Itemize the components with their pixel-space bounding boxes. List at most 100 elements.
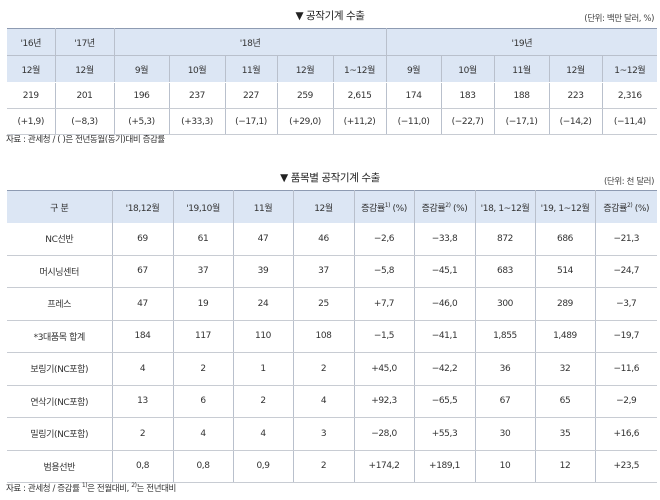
change-row: (+1,9) (−8,3) (+5,3) (+33,3) (−17,1) (+29,0)(… xyxy=(7,108,658,135)
table-cell: (+33,3) xyxy=(168,108,225,135)
header-category: 구 분 xyxy=(7,190,112,223)
table-cell: −24,7 xyxy=(594,255,657,288)
table-cell: 223 xyxy=(548,82,603,109)
table-cell: 514 xyxy=(534,255,595,288)
header-change-yoy: 증감률2) (%) xyxy=(413,190,475,223)
table-cell: 37 xyxy=(172,255,233,288)
month-header: 9월 xyxy=(113,55,169,83)
table-cell: −19,7 xyxy=(594,320,657,353)
month-header: 12월 xyxy=(548,55,603,83)
table-cell: (+11,2) xyxy=(332,108,387,135)
table-cell: 196 xyxy=(113,82,169,109)
table-cell: +23,5 xyxy=(594,450,657,483)
table-cell: −5,8 xyxy=(353,255,414,288)
table-row: 프레스 47 19 24 25 +7,7 −46,0 300 289 −3,7 xyxy=(7,287,657,321)
table-cell: −1,5 xyxy=(353,320,414,353)
table-cell: 47 xyxy=(232,223,293,256)
table-row: *3대품목 합계 184 117 110 108 −1,5 −41,1 1,855 1,489−… xyxy=(7,320,657,353)
table-cell: 184 xyxy=(111,320,173,353)
table-row: 보링기(NC포함) 4 2 1 2 +45,0 −42,2 36 32 −11,6 xyxy=(7,352,657,386)
table-cell: −41,1 xyxy=(413,320,475,353)
table-cell: 872 xyxy=(474,223,535,256)
table-cell: 2 xyxy=(111,417,173,451)
table-cell: 259 xyxy=(276,82,333,109)
table-cell: 46 xyxy=(292,223,354,256)
table-cell: 6 xyxy=(172,385,233,418)
month-header: 10월 xyxy=(168,55,225,83)
table-cell: 300 xyxy=(474,287,535,321)
header-cell: '19,10월 xyxy=(172,190,233,223)
table1-note: 자료 : 관세청 / ( )은 전년동월(동기)대비 증감률 xyxy=(6,135,165,145)
month-header: 1~12월 xyxy=(601,55,658,83)
table-cell: 1,855 xyxy=(474,320,535,353)
table-cell: +45,0 xyxy=(353,352,414,386)
table-cell: 1 xyxy=(232,352,293,386)
month-header: 11월 xyxy=(493,55,550,83)
header-cell: 11월 xyxy=(232,190,293,223)
table2-unit: (단위: 천 달러) xyxy=(603,177,654,187)
table-row: 밀링기(NC포함) 2 4 4 3 −28,0 +55,3 30 35 +16,6 xyxy=(7,417,657,451)
table-cell: 47 xyxy=(111,287,173,321)
month-header: 1~12월 xyxy=(332,55,387,83)
table-cell: 0,8 xyxy=(172,450,233,483)
table-cell: 4 xyxy=(111,352,173,386)
table1-unit: (단위: 백만 달러, %) xyxy=(584,14,654,24)
table-cell: 37 xyxy=(292,255,354,288)
table-cell: 227 xyxy=(224,82,277,109)
table-cell: 32 xyxy=(534,352,595,386)
table-cell: 2 xyxy=(292,450,354,483)
table-cell: 108 xyxy=(292,320,354,353)
table-cell: −21,3 xyxy=(594,223,657,256)
table-cell: 4 xyxy=(172,417,233,451)
table-cell: 10 xyxy=(474,450,535,483)
header-cell: '18,12월 xyxy=(111,190,173,223)
month-header: 10월 xyxy=(440,55,495,83)
table-cell: +92,3 xyxy=(353,385,414,418)
table-cell: (+5,3) xyxy=(113,108,169,135)
table-cell: 219 xyxy=(7,82,55,109)
year-header: '16년 xyxy=(7,28,55,56)
table-cell: 2 xyxy=(172,352,233,386)
export-by-item-table: 구 분 '18,12월 '19,10월 11월 12월 증감률1) (%) 증감… xyxy=(7,190,657,483)
year-header: '19년 xyxy=(385,28,658,56)
row-label: 보링기(NC포함) xyxy=(7,352,112,386)
table-cell: 237 xyxy=(168,82,225,109)
table-cell: 174 xyxy=(385,82,442,109)
table-cell: 67 xyxy=(474,385,535,418)
table-cell: 24 xyxy=(232,287,293,321)
table-cell: (+1,9) xyxy=(7,108,55,135)
table-row: 머시닝센터 67 37 39 37 −5,8 −45,1 683 514 −24,7 xyxy=(7,255,657,288)
table-cell: 3 xyxy=(292,417,354,451)
value-row: 219 201 196 237 227 259 2,615 174 183 188 223 2,316 xyxy=(7,82,658,109)
table-cell: 686 xyxy=(534,223,595,256)
table-cell: (−22,7) xyxy=(440,108,495,135)
month-header: 12월 xyxy=(54,55,114,83)
table-cell: (−17,1) xyxy=(224,108,277,135)
table1-title: ▼ 공작기계 수출 xyxy=(295,10,365,22)
table-cell: 2 xyxy=(292,352,354,386)
header-change-annual: 증감률2) (%) xyxy=(594,190,657,223)
table-cell: 36 xyxy=(474,352,535,386)
table-cell: 30 xyxy=(474,417,535,451)
table-cell: 2,615 xyxy=(332,82,387,109)
month-header: 12월 xyxy=(7,55,55,83)
table-cell: −65,5 xyxy=(413,385,475,418)
table-cell: −28,0 xyxy=(353,417,414,451)
table-cell: +55,3 xyxy=(413,417,475,451)
table2-title: ▼ 품목별 공작기계 수출 xyxy=(280,172,380,184)
table-cell: −42,2 xyxy=(413,352,475,386)
table-row: NC선반 69 61 47 46 −2,6 −33,8 872 686 −21,3 xyxy=(7,223,657,256)
table-cell: (−14,2) xyxy=(548,108,603,135)
table-cell: (−11,4) xyxy=(601,108,658,135)
table-cell: −46,0 xyxy=(413,287,475,321)
row-label: 연삭기(NC포함) xyxy=(7,385,112,418)
table-cell: −45,1 xyxy=(413,255,475,288)
year-header: '17년 xyxy=(54,28,114,56)
row-label: *3대품목 합계 xyxy=(7,320,112,353)
table-cell: 12 xyxy=(534,450,595,483)
row-label: 머시닝센터 xyxy=(7,255,112,288)
table-cell: 65 xyxy=(534,385,595,418)
table-cell: −2,6 xyxy=(353,223,414,256)
table-cell: +189,1 xyxy=(413,450,475,483)
month-header: 9월 xyxy=(385,55,442,83)
